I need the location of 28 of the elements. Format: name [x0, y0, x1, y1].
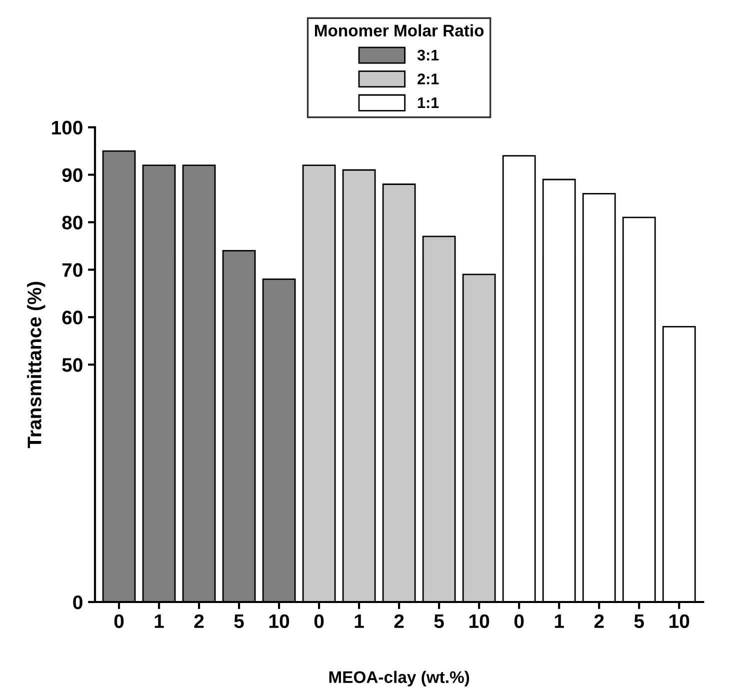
x-tick-label: 1: [554, 614, 564, 628]
y-tick-label: 50: [62, 358, 82, 372]
legend-label: 1:1: [418, 97, 439, 108]
x-tick-label: 0: [114, 614, 124, 628]
x-tick-label: 2: [594, 614, 604, 628]
x-tick-label: 10: [469, 614, 490, 628]
x-axis-title: MEOA-clay (wt.%): [329, 670, 470, 686]
x-tick-label: 1: [354, 614, 364, 628]
y-tick-label: 0: [73, 595, 82, 610]
y-tick-label: 90: [62, 168, 82, 182]
legend-title: Monomer Molar Ratio: [314, 24, 484, 36]
legend-label: 2:1: [418, 74, 439, 84]
x-tick-label: 5: [434, 614, 444, 628]
x-tick-label: 0: [314, 614, 324, 628]
y-tick-label: 100: [52, 120, 82, 135]
y-tick-label: 70: [62, 263, 82, 277]
y-axis-title: Transmittance (%): [27, 282, 46, 448]
x-tick-label: 2: [394, 614, 404, 628]
y-tick-label: 80: [62, 216, 82, 230]
x-tick-label: 2: [194, 614, 204, 628]
x-tick-label: 5: [634, 614, 644, 628]
x-tick-label: 10: [670, 614, 690, 628]
x-tick-label: 1: [154, 614, 164, 628]
x-tick-label: 5: [234, 614, 244, 628]
legend-label: 3:1: [417, 50, 439, 61]
x-tick-label: 0: [514, 614, 524, 628]
y-tick-label: 60: [62, 310, 82, 324]
x-tick-label: 10: [269, 614, 290, 628]
